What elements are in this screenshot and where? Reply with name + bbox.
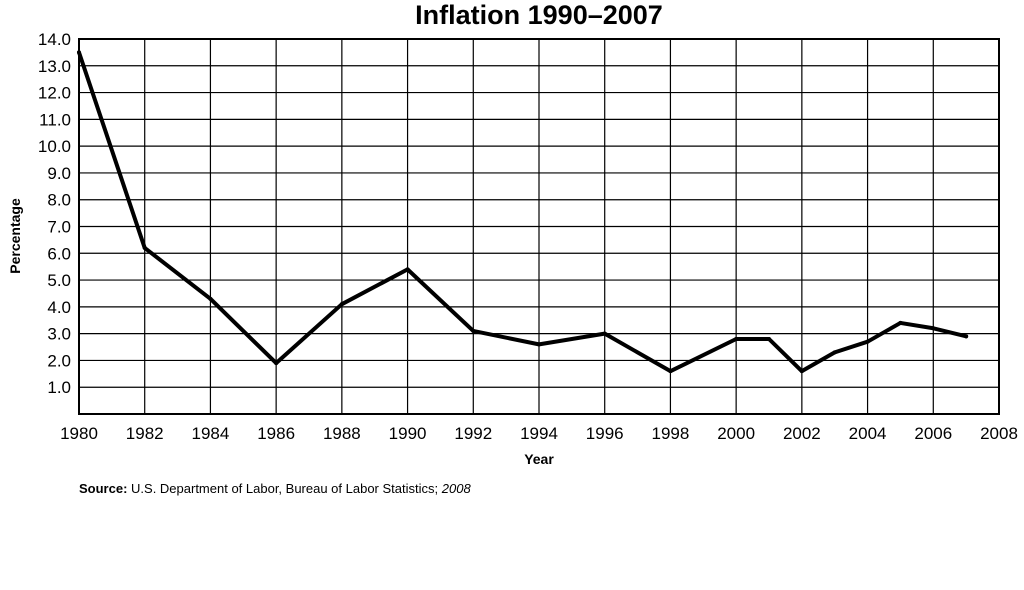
x-tick-label: 1990 bbox=[389, 424, 427, 443]
x-tick-label: 1986 bbox=[257, 424, 295, 443]
data-point bbox=[865, 339, 870, 344]
x-axis-label: Year bbox=[524, 451, 554, 467]
x-tick-label: 2004 bbox=[849, 424, 887, 443]
y-tick-label: 2.0 bbox=[47, 351, 71, 370]
x-tick-label: 2000 bbox=[717, 424, 755, 443]
data-point bbox=[274, 361, 279, 366]
x-tick-label: 1982 bbox=[126, 424, 164, 443]
data-point bbox=[964, 334, 969, 339]
data-point bbox=[405, 267, 410, 272]
y-tick-label: 3.0 bbox=[47, 325, 71, 344]
x-tick-label: 2006 bbox=[914, 424, 952, 443]
data-point bbox=[767, 337, 771, 341]
y-tick-label: 1.0 bbox=[47, 378, 71, 397]
x-tick-label: 1988 bbox=[323, 424, 361, 443]
y-tick-label: 11.0 bbox=[39, 110, 71, 129]
y-tick-label: 8.0 bbox=[47, 191, 71, 210]
data-point bbox=[471, 328, 476, 333]
x-tick-label: 2002 bbox=[783, 424, 821, 443]
data-point bbox=[832, 350, 837, 355]
x-tick-label: 1994 bbox=[520, 424, 558, 443]
source-year: 2008 bbox=[441, 481, 471, 496]
y-tick-label: 7.0 bbox=[47, 218, 71, 237]
x-tick-label: 2008 bbox=[980, 424, 1018, 443]
y-tick-label: 12.0 bbox=[38, 84, 71, 103]
y-axis: 1.0 2.0 3.0 4.0 5.0 6.0 7.0 8.0 9.0 10.0 11.0 12.0 1… bbox=[38, 30, 71, 397]
x-tick-label: 1992 bbox=[454, 424, 492, 443]
source-note: Source: U.S. Department of Labor, Bureau… bbox=[79, 481, 471, 496]
y-tick-label: 14.0 bbox=[38, 30, 71, 49]
data-point bbox=[208, 296, 213, 301]
y-tick-label: 4.0 bbox=[47, 298, 71, 317]
plot-area-border bbox=[78, 38, 1000, 415]
series-group bbox=[77, 50, 969, 374]
source-text: U.S. Department of Labor, Bureau of Labo… bbox=[127, 481, 442, 496]
data-point bbox=[799, 369, 804, 374]
gridlines bbox=[78, 38, 1000, 414]
source-label: Source: bbox=[79, 481, 128, 496]
data-point bbox=[537, 342, 541, 347]
y-tick-label: 9.0 bbox=[47, 164, 71, 183]
y-axis-label: Percentage bbox=[7, 198, 23, 274]
data-point bbox=[339, 302, 344, 307]
data-point bbox=[668, 369, 673, 374]
y-tick-label: 13.0 bbox=[38, 57, 71, 76]
x-tick-label: 1980 bbox=[60, 424, 98, 443]
data-point bbox=[898, 320, 903, 325]
data-point bbox=[602, 331, 607, 336]
y-tick-label: 10.0 bbox=[38, 137, 71, 156]
data-point bbox=[931, 326, 936, 331]
data-point bbox=[142, 245, 147, 250]
y-tick-label: 6.0 bbox=[47, 244, 71, 263]
y-tick-label: 5.0 bbox=[47, 271, 71, 290]
inflation-series-line bbox=[77, 50, 969, 374]
x-tick-label: 1996 bbox=[586, 424, 624, 443]
x-tick-label: 1998 bbox=[652, 424, 690, 443]
data-point bbox=[77, 50, 81, 55]
x-axis: 1980 1982 1984 1986 1988 1990 1992 1994 1996 1998… bbox=[60, 424, 1018, 443]
x-tick-label: 1984 bbox=[192, 424, 230, 443]
data-point bbox=[734, 337, 739, 341]
chart-title: Inflation 1990–2007 bbox=[415, 0, 663, 30]
